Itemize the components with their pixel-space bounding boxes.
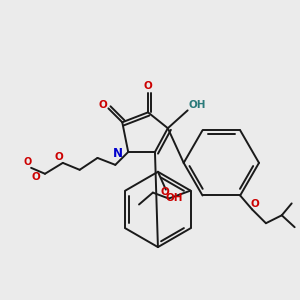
Text: O: O xyxy=(98,100,107,110)
Text: O: O xyxy=(23,157,31,167)
Text: O: O xyxy=(32,172,40,182)
Text: O: O xyxy=(55,152,63,162)
Text: O: O xyxy=(144,81,152,91)
Text: OH: OH xyxy=(189,100,206,110)
Text: N: N xyxy=(113,148,123,160)
Text: O: O xyxy=(250,200,260,209)
Text: OH: OH xyxy=(165,193,182,202)
Text: O: O xyxy=(160,187,169,196)
